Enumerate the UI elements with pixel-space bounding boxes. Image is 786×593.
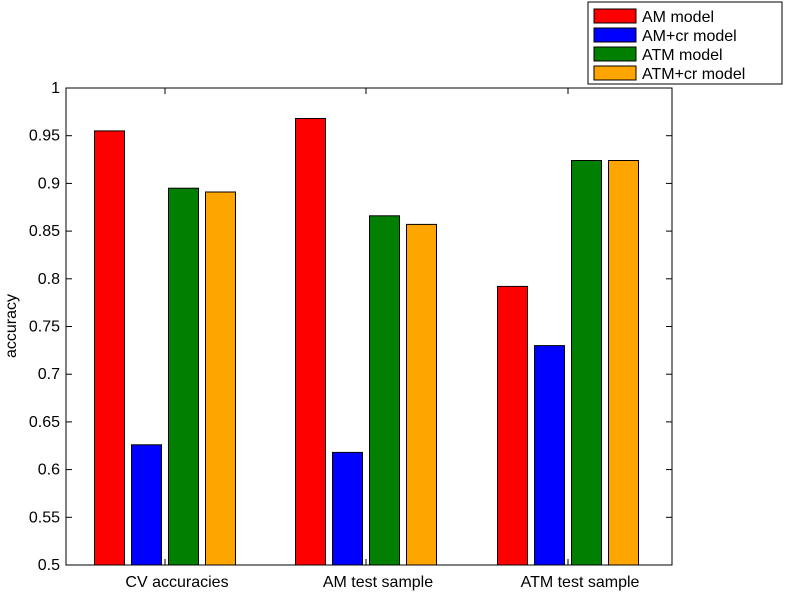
y-tick-label: 0.95 [29,128,60,145]
bar [94,130,125,566]
legend-swatch [593,46,637,62]
x-tick-label: ATM test sample [521,574,640,591]
legend: AM model AM+cr model ATM model ATM+cr model [587,1,783,85]
bar [131,444,162,566]
bar [406,223,437,566]
bar [295,118,326,566]
y-axis-label: accuracy [3,294,20,358]
y-tick-label: 0.7 [38,366,60,383]
bar [369,215,400,566]
y-tick-label: 0.75 [29,319,60,336]
legend-entry: AM+cr model [642,28,737,45]
bar [332,451,363,566]
bar [205,191,236,566]
y-tick-label: 0.85 [29,223,60,240]
legend-swatch [593,65,637,81]
bars-layer [94,118,639,566]
bar [608,160,639,566]
y-tick-label: 0.55 [29,509,60,526]
y-tick-label: 0.9 [38,175,60,192]
y-tick-label: 0.8 [38,271,60,288]
bar [168,187,199,566]
y-tick-label: 0.6 [38,462,60,479]
x-axis: CV accuracies AM test sample ATM test samp… [125,88,640,591]
x-tick-label: CV accuracies [125,574,228,591]
legend-entry: ATM model [642,47,723,64]
bar [571,160,602,566]
bar [534,345,565,566]
legend-swatch [593,8,637,24]
legend-entry: ATM+cr model [642,66,745,83]
legend-swatch [593,27,637,43]
bar [497,285,528,566]
y-axis: 0.5 0.55 0.6 0.65 0.7 0.75 0.8 0.85 0.9 0.95 1 [29,80,672,574]
x-tick-label: AM test sample [323,574,433,591]
legend-entry: AM model [642,9,714,26]
y-tick-label: 1 [51,80,60,97]
y-tick-label: 0.65 [29,414,60,431]
y-tick-label: 0.5 [38,557,60,574]
